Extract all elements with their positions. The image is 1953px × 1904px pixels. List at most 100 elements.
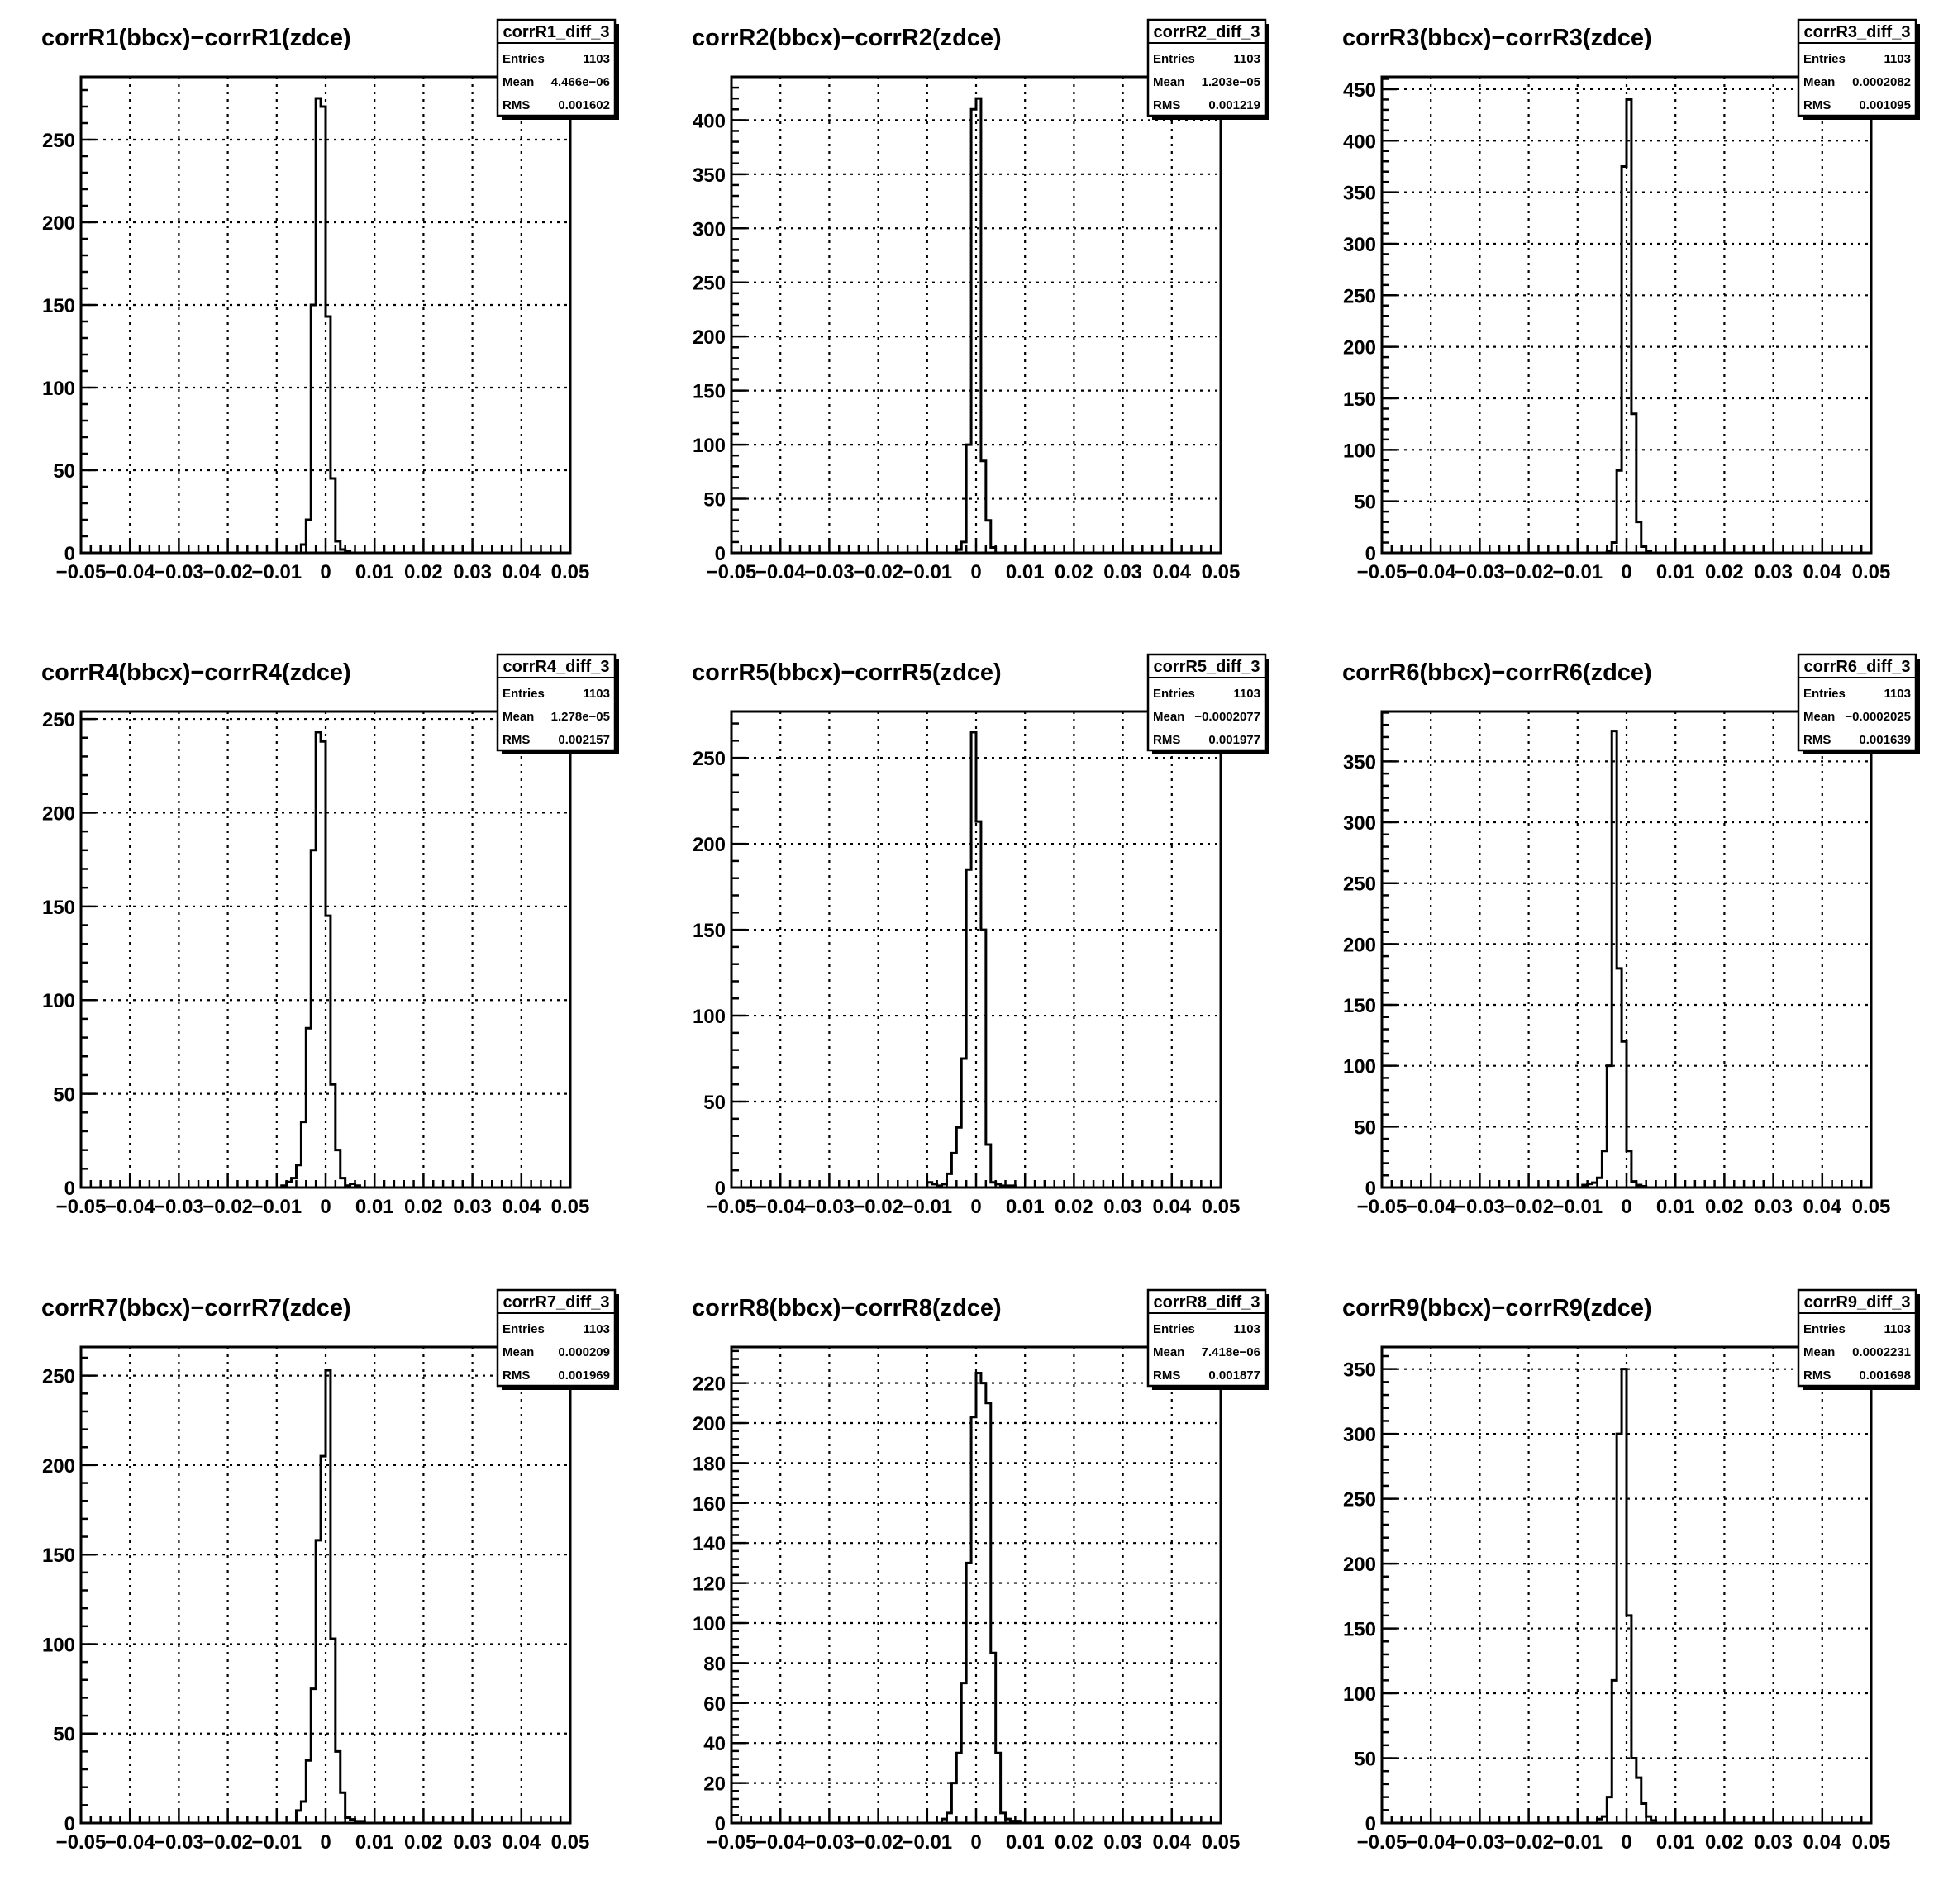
stats-box: corrR3_diff_3 Entries 1103 Mean 0.0002082 RMS…: [1797, 18, 1920, 120]
y-axis: [731, 722, 746, 1189]
x-tick-label: −0.05: [1357, 561, 1408, 583]
stats-name: corrR7_diff_3: [503, 1293, 610, 1311]
y-tick-label: 100: [1343, 440, 1376, 462]
x-tick-label: 0.03: [1103, 561, 1142, 583]
x-tick-label: 0: [320, 1196, 331, 1218]
stats-value-mean: 1.203e−05: [1202, 75, 1260, 89]
stats-value-mean: 0.000209: [558, 1345, 610, 1359]
y-tick-label: 150: [42, 1545, 75, 1567]
stats-box: corrR9_diff_3 Entries 1103 Mean 0.0002231 RMS…: [1797, 1288, 1920, 1390]
x-tick-label: −0.03: [804, 1196, 855, 1218]
y-tick-label: 150: [1343, 995, 1376, 1017]
x-tick-label: −0.04: [105, 1196, 155, 1218]
y-tick-label: 150: [42, 897, 75, 919]
histogram-series: [280, 731, 361, 1188]
stats-box: corrR5_diff_3 Entries 1103 Mean −0.0002077 RM…: [1146, 653, 1269, 754]
x-tick-label: −0.02: [202, 1196, 253, 1218]
x-tick-label: −0.02: [1503, 561, 1554, 583]
stats-value-rms: 0.001602: [558, 98, 610, 112]
stats-label-entries: Entries: [1153, 687, 1195, 701]
y-tick-label: 0: [64, 1813, 75, 1835]
histogram-series: [294, 1368, 366, 1823]
stats-value-rms: 0.001095: [1859, 98, 1911, 112]
x-tick-label: 0.04: [1803, 1196, 1841, 1218]
stats-label-entries: Entries: [1803, 1322, 1846, 1336]
x-tick-label: 0: [320, 1831, 331, 1854]
x-tick-label: −0.01: [251, 561, 302, 583]
stats-value-rms: 0.001219: [1208, 98, 1260, 112]
x-tick-label: 0.04: [502, 1831, 541, 1854]
y-tick-label: 180: [693, 1453, 726, 1475]
x-tick-label: −0.02: [853, 1196, 903, 1218]
stats-label-rms: RMS: [1803, 98, 1831, 112]
x-tick-label: −0.02: [202, 561, 253, 583]
y-tick-label: 50: [1354, 492, 1376, 514]
y-tick-label: 100: [42, 378, 75, 400]
y-tick-label: 0: [1365, 1178, 1376, 1200]
histogram-series: [926, 731, 1017, 1188]
x-tick-label: 0.04: [1803, 561, 1841, 583]
y-tick-label: 0: [64, 1178, 75, 1200]
y-tick-label: 0: [715, 1178, 726, 1200]
stats-label-mean: Mean: [1153, 1345, 1184, 1359]
chart-title: corrR5(bbcx)−corrR5(zdce): [692, 659, 1002, 686]
x-tick-label: 0.03: [1754, 561, 1793, 583]
y-tick-label: 250: [1343, 285, 1376, 307]
stats-value-entries: 1103: [1884, 1322, 1911, 1336]
x-tick-label: −0.01: [1552, 561, 1603, 583]
stats-value-rms: 0.001969: [558, 1368, 610, 1383]
histogram-panel-7: corrR7(bbcx)−corrR7(zdce) −0.05−0.04−0.03…: [41, 1288, 619, 1854]
stats-label-mean: Mean: [1153, 75, 1184, 89]
y-tick-label: 350: [1343, 183, 1376, 205]
gridlines: [81, 77, 570, 553]
stats-value-rms: 0.001639: [1859, 733, 1911, 747]
y-tick-label: 350: [1343, 751, 1376, 774]
y-tick-label: 20: [703, 1773, 726, 1796]
x-tick-label: 0: [1621, 1831, 1631, 1854]
y-axis: [81, 717, 96, 1189]
y-tick-label: 250: [42, 1366, 75, 1388]
x-tick-label: 0.01: [1006, 561, 1045, 583]
stats-value-mean: 4.466e−06: [551, 75, 610, 89]
y-tick-label: 100: [1343, 1056, 1376, 1078]
y-tick-label: 200: [1343, 934, 1376, 956]
stats-value-rms: 0.001698: [1859, 1368, 1911, 1383]
x-tick-label: −0.03: [1455, 1196, 1505, 1218]
x-tick-label: −0.03: [1455, 561, 1505, 583]
stats-label-mean: Mean: [1803, 1345, 1835, 1359]
x-tick-label: −0.01: [1552, 1831, 1603, 1854]
x-tick-label: −0.04: [105, 1831, 155, 1854]
histogram-panel-2: corrR2(bbcx)−corrR2(zdce) −0.05−0.04−0.03…: [692, 18, 1269, 583]
x-tick-label: −0.03: [154, 561, 204, 583]
x-tick-label: 0.02: [1705, 1196, 1744, 1218]
y-tick-label: 150: [693, 381, 726, 403]
stats-label-rms: RMS: [1153, 98, 1180, 112]
stats-label-mean: Mean: [1803, 75, 1835, 89]
x-tick-label: −0.02: [853, 561, 903, 583]
stats-label-mean: Mean: [1803, 710, 1835, 724]
x-tick-label: −0.05: [56, 1196, 107, 1218]
stats-box-frame: [496, 1288, 617, 1388]
histogram-series: [1595, 1368, 1658, 1823]
stats-name: corrR4_diff_3: [503, 658, 610, 676]
stats-value-entries: 1103: [1884, 52, 1911, 66]
x-tick-label: −0.05: [56, 1831, 107, 1854]
y-tick-label: 150: [1343, 1619, 1376, 1641]
stats-value-entries: 1103: [1884, 687, 1911, 701]
chart-title: corrR7(bbcx)−corrR7(zdce): [41, 1295, 351, 1321]
y-tick-label: 50: [53, 1084, 75, 1107]
stats-label-entries: Entries: [503, 687, 545, 701]
stats-value-mean: 0.0002082: [1852, 75, 1911, 89]
x-tick-label: −0.04: [1406, 1196, 1456, 1218]
x-tick-label: 0.02: [1705, 1831, 1744, 1854]
y-tick-label: 100: [42, 990, 75, 1012]
x-tick-label: 0.05: [1202, 1196, 1241, 1218]
y-tick-label: 200: [693, 834, 726, 856]
y-axis: [81, 88, 96, 555]
x-tick-label: 0.04: [502, 1196, 541, 1218]
chart-title: corrR3(bbcx)−corrR3(zdce): [1342, 25, 1652, 51]
histogram-series: [941, 1371, 1022, 1823]
y-tick-label: 0: [1365, 1813, 1376, 1835]
x-tick-label: 0.01: [355, 561, 394, 583]
